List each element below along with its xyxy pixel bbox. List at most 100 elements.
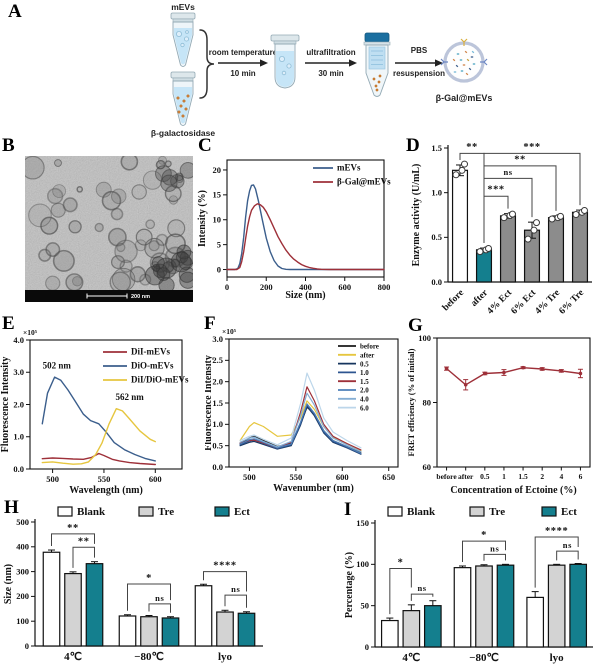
svg-text:6.0: 6.0 — [360, 404, 369, 412]
svg-text:0.5: 0.5 — [480, 472, 490, 481]
svg-text:×10⁵: ×10⁵ — [222, 327, 237, 336]
svg-text:0: 0 — [25, 641, 29, 651]
svg-text:Blank: Blank — [77, 506, 106, 518]
svg-text:0.5: 0.5 — [212, 440, 223, 450]
svg-text:4℃: 4℃ — [64, 651, 82, 663]
svg-text:3.0: 3.0 — [13, 367, 24, 377]
panel-b-label: B — [2, 135, 15, 156]
svg-text:200 nm: 200 nm — [131, 294, 150, 300]
svg-text:0.0: 0.0 — [13, 464, 24, 474]
svg-text:100: 100 — [418, 333, 431, 343]
svg-text:600: 600 — [338, 282, 351, 292]
svg-text:−80℃: −80℃ — [134, 651, 164, 663]
svg-text:***: *** — [487, 185, 504, 196]
panel-a-label: A — [8, 1, 22, 22]
svg-text:Percentage (%): Percentage (%) — [344, 552, 355, 618]
svg-text:550: 550 — [98, 474, 111, 484]
svg-text:1.0: 1.0 — [212, 419, 223, 429]
svg-text:0.0: 0.0 — [431, 277, 442, 287]
svg-text:2.0: 2.0 — [360, 387, 369, 395]
svg-text:10: 10 — [213, 215, 222, 225]
svg-text:PBS: PBS — [411, 46, 428, 55]
svg-text:**: ** — [466, 142, 478, 153]
svg-text:30 min: 30 min — [318, 69, 343, 78]
svg-text:ns: ns — [563, 540, 572, 550]
svg-text:*: * — [481, 530, 487, 541]
svg-text:room temperature: room temperature — [209, 48, 278, 57]
svg-text:β-galactosidase: β-galactosidase — [151, 128, 216, 138]
svg-text:after: after — [458, 472, 474, 481]
svg-text:80: 80 — [423, 397, 432, 407]
panel-b-tem-image: 200 nm — [25, 156, 193, 302]
svg-text:Intensity (%): Intensity (%) — [197, 190, 208, 247]
svg-text:5: 5 — [217, 239, 221, 249]
svg-text:0.0: 0.0 — [212, 462, 223, 472]
svg-text:10 min: 10 min — [230, 69, 255, 78]
svg-text:ns: ns — [231, 584, 240, 594]
svg-text:500: 500 — [46, 474, 59, 484]
svg-text:50: 50 — [361, 600, 370, 610]
panel-a-schematic: mEVs β-galactosidase room temperature 10 mi… — [151, 2, 493, 138]
svg-text:***: *** — [523, 142, 540, 153]
svg-text:ns: ns — [155, 593, 164, 603]
panel-i-percentage-bars: 0 50 100 150 Percentage (%) 4℃ −80℃ lyo Blank Tre… — [344, 506, 593, 664]
svg-text:2.5: 2.5 — [212, 355, 223, 365]
svg-text:1.5: 1.5 — [360, 378, 369, 386]
svg-text:2.0: 2.0 — [212, 376, 223, 386]
svg-text:Size (nm): Size (nm) — [3, 564, 14, 604]
svg-text:0: 0 — [217, 264, 221, 274]
svg-text:800: 800 — [378, 282, 391, 292]
svg-text:1.0: 1.0 — [431, 187, 442, 197]
svg-text:100: 100 — [356, 559, 369, 569]
panel-c-label: C — [198, 135, 212, 156]
svg-text:−80℃: −80℃ — [469, 652, 499, 664]
svg-text:Ect: Ect — [561, 506, 577, 518]
panel-d-label: D — [406, 135, 420, 156]
svg-text:ns: ns — [490, 543, 499, 553]
panel-h-label: H — [4, 497, 19, 518]
svg-text:0: 0 — [365, 642, 369, 652]
svg-text:500: 500 — [243, 472, 256, 482]
svg-text:**: ** — [67, 523, 79, 534]
svg-text:ns: ns — [503, 167, 512, 177]
svg-text:**: ** — [78, 536, 90, 547]
panel-f-label: F — [204, 313, 216, 334]
svg-text:β-Gal@mEVs: β-Gal@mEVs — [337, 177, 391, 187]
svg-text:502 nm: 502 nm — [43, 360, 72, 370]
svg-text:DiI/DiO-mEVs: DiI/DiO-mEVs — [131, 375, 189, 385]
svg-text:1.5: 1.5 — [431, 143, 442, 153]
svg-text:ns: ns — [417, 583, 426, 593]
svg-text:β-Gal@mEVs: β-Gal@mEVs — [436, 93, 493, 103]
svg-text:562 nm: 562 nm — [115, 392, 144, 402]
svg-text:4: 4 — [559, 472, 563, 481]
svg-text:Ect: Ect — [234, 506, 250, 518]
panel-e-label: E — [2, 313, 15, 334]
svg-text:0: 0 — [225, 282, 229, 292]
svg-text:Size (nm): Size (nm) — [285, 290, 325, 301]
svg-text:Fluorescence Intensity: Fluorescence Intensity — [0, 357, 11, 453]
svg-text:*: * — [398, 557, 404, 568]
svg-text:1.5: 1.5 — [212, 398, 223, 408]
panel-g-label: G — [408, 315, 423, 336]
svg-text:15: 15 — [213, 190, 222, 200]
svg-text:mEVs: mEVs — [171, 2, 195, 12]
svg-text:0.5: 0.5 — [431, 232, 442, 242]
svg-text:100: 100 — [16, 616, 29, 626]
svg-text:1.0: 1.0 — [13, 432, 24, 442]
svg-text:200: 200 — [16, 591, 29, 601]
panel-e-fluorescence-chart: 0.0 1.0 2.0 3.0 4.0 500 550 600 Wavelength (nm) F… — [0, 328, 189, 496]
svg-text:400: 400 — [16, 542, 29, 552]
svg-text:Blank: Blank — [407, 506, 436, 518]
svg-text:Enzyme activity (U/mL): Enzyme activity (U/mL) — [411, 164, 422, 267]
svg-text:4.0: 4.0 — [360, 396, 369, 404]
svg-text:2: 2 — [540, 472, 544, 481]
svg-text:*: * — [146, 573, 152, 584]
svg-text:0.5: 0.5 — [360, 360, 369, 368]
svg-text:lyo: lyo — [550, 652, 565, 664]
svg-text:after: after — [469, 288, 490, 309]
svg-text:550: 550 — [289, 472, 302, 482]
svg-text:150: 150 — [356, 518, 369, 528]
